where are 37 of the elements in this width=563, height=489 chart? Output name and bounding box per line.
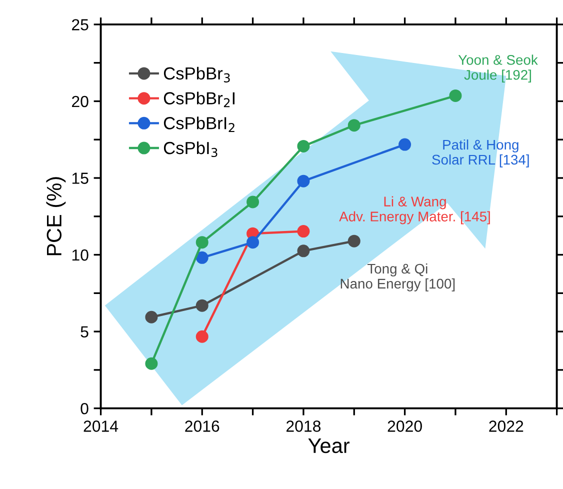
x-tick-label: 2018 <box>286 420 321 432</box>
annotation: Patil & Hong Solar RRL [134] <box>432 139 529 168</box>
y-tick-label: 15 <box>72 172 88 184</box>
point <box>196 251 208 264</box>
legend-label: CsPbBr$_{3}$ <box>164 66 230 82</box>
point <box>145 357 158 370</box>
point <box>297 140 310 152</box>
point <box>246 236 260 249</box>
point <box>196 299 208 312</box>
y-tick-label: 25 <box>72 19 88 30</box>
annotation: Li & Wang Adv. Energy Mater. [145] <box>339 196 490 224</box>
y-axis-title: PCE (%) <box>46 177 66 256</box>
x-tick-label: 2020 <box>388 420 422 432</box>
legend-label: CsPbBrI$_{2}$ <box>164 116 234 132</box>
x-tick-label: 2016 <box>185 420 220 432</box>
y-tick-label: 0 <box>80 402 88 414</box>
point <box>297 244 310 258</box>
y-tick-label: 10 <box>72 249 88 261</box>
point <box>348 119 360 132</box>
x-axis-title: Year <box>308 438 350 454</box>
legend-label: CsPbBr$_{2}$I <box>164 92 234 108</box>
point <box>398 138 412 151</box>
point <box>145 310 158 324</box>
point <box>196 236 208 249</box>
annotation: Yoon & Seok Joule [192] <box>458 54 538 83</box>
x-tick-label: 2014 <box>84 420 118 432</box>
point <box>246 196 260 208</box>
y-tick-label: 20 <box>72 96 88 108</box>
point <box>297 174 310 188</box>
x-tick-label: 2022 <box>489 420 524 432</box>
point <box>196 330 208 343</box>
point <box>449 89 462 102</box>
y-tick-label: 5 <box>80 326 88 338</box>
point <box>348 234 360 248</box>
point <box>297 225 310 238</box>
legend-label: CsPbI$_{3}$ <box>164 141 218 158</box>
annotation: Tong & Qi Nano Energy [100] <box>340 263 455 292</box>
